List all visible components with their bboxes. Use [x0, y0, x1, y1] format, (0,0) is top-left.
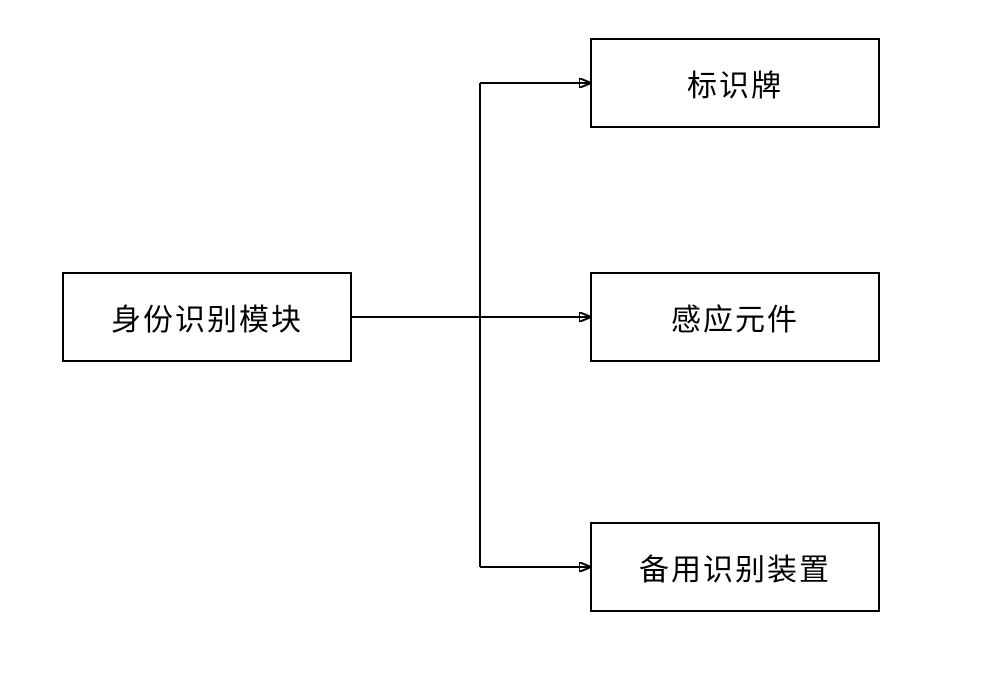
node-source-label: 身份识别模块	[111, 295, 303, 339]
node-target-1: 标识牌	[590, 38, 880, 128]
node-target-3: 备用识别装置	[590, 522, 880, 612]
node-target-3-label: 备用识别装置	[639, 545, 831, 589]
node-target-2: 感应元件	[590, 272, 880, 362]
node-target-1-label: 标识牌	[687, 61, 783, 105]
node-source: 身份识别模块	[62, 272, 352, 362]
node-target-2-label: 感应元件	[671, 295, 799, 339]
